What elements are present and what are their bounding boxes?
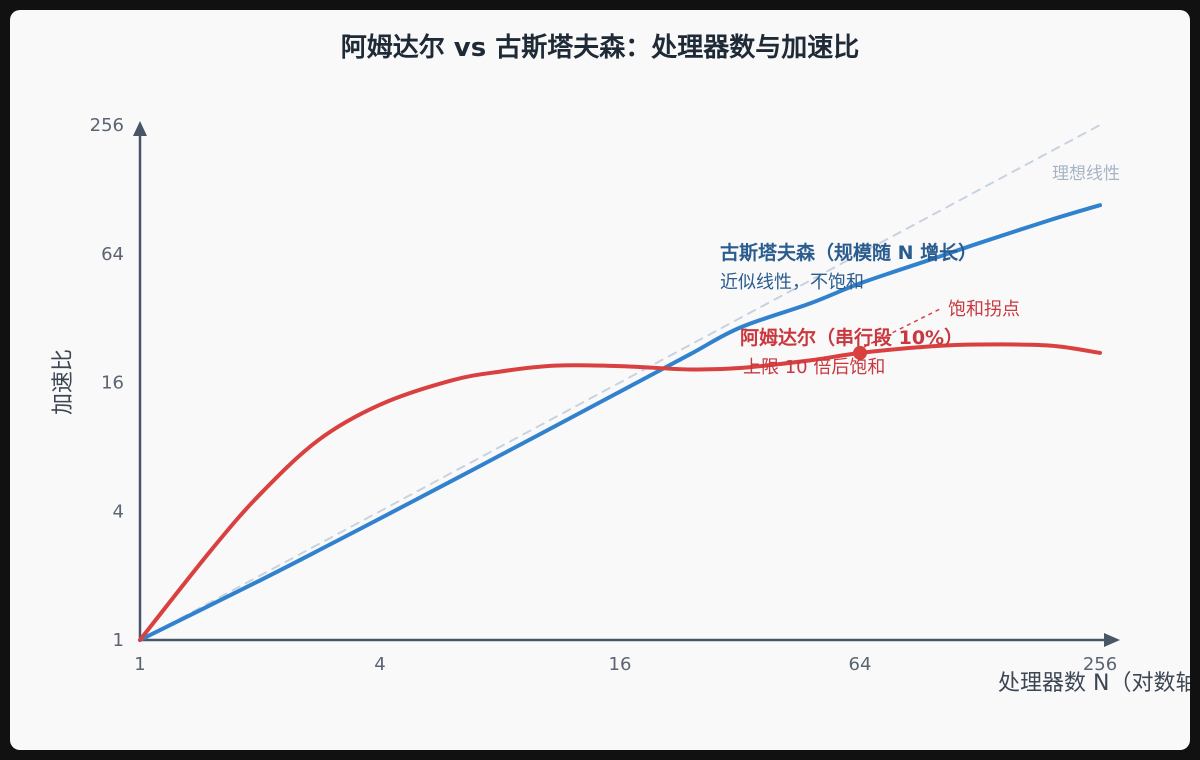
gustafson-line bbox=[138, 203, 1102, 642]
y-axis-arrow bbox=[133, 121, 147, 136]
chart-card: 阿姆达尔 vs 古斯塔夫森：处理器数与加速比 处理器数 N（对数轴） 加速比 1… bbox=[10, 10, 1190, 750]
y-tick-label: 16 bbox=[101, 373, 124, 394]
x-tick-label: 256 bbox=[1083, 654, 1117, 675]
ideal-linear-line bbox=[139, 124, 1101, 641]
y-tick-label: 256 bbox=[90, 115, 124, 136]
x-tick-label: 16 bbox=[609, 654, 632, 675]
chart-canvas: 阿姆达尔 vs 古斯塔夫森：处理器数与加速比 处理器数 N（对数轴） 加速比 1… bbox=[51, 32, 1190, 696]
x-tick-label: 4 bbox=[374, 654, 385, 675]
y-tick-label: 1 bbox=[113, 630, 124, 651]
x-axis-title: 处理器数 N（对数轴） bbox=[998, 671, 1190, 696]
amdahl-line bbox=[138, 342, 1102, 642]
y-tick-labels: 1 4 16 64 256 bbox=[90, 115, 124, 651]
y-axis-title: 加速比 bbox=[51, 349, 76, 415]
x-tick-labels: 1 4 16 64 256 bbox=[134, 654, 1117, 675]
saturation-point bbox=[853, 345, 867, 360]
ideal-line-label: 理想线性 bbox=[1052, 164, 1120, 184]
y-tick-label: 4 bbox=[113, 501, 124, 522]
saturation-leader-line bbox=[863, 307, 943, 348]
gustafson-note: 近似线性，不饱和 bbox=[720, 272, 864, 293]
x-tick-label: 64 bbox=[849, 654, 872, 675]
amdahl-label: 阿姆达尔（串行段 10%） bbox=[740, 326, 963, 349]
y-tick-label: 64 bbox=[101, 244, 124, 265]
x-axis-arrow bbox=[1104, 633, 1120, 647]
chart-title: 阿姆达尔 vs 古斯塔夫森：处理器数与加速比 bbox=[341, 32, 860, 63]
x-tick-label: 1 bbox=[134, 654, 145, 675]
series-layer bbox=[138, 124, 1102, 642]
saturation-label: 饱和拐点 bbox=[948, 299, 1020, 320]
amdahl-note: 上限 10 倍后饱和 bbox=[743, 357, 885, 378]
gustafson-label: 古斯塔夫森（规模随 N 增长） bbox=[720, 241, 977, 264]
